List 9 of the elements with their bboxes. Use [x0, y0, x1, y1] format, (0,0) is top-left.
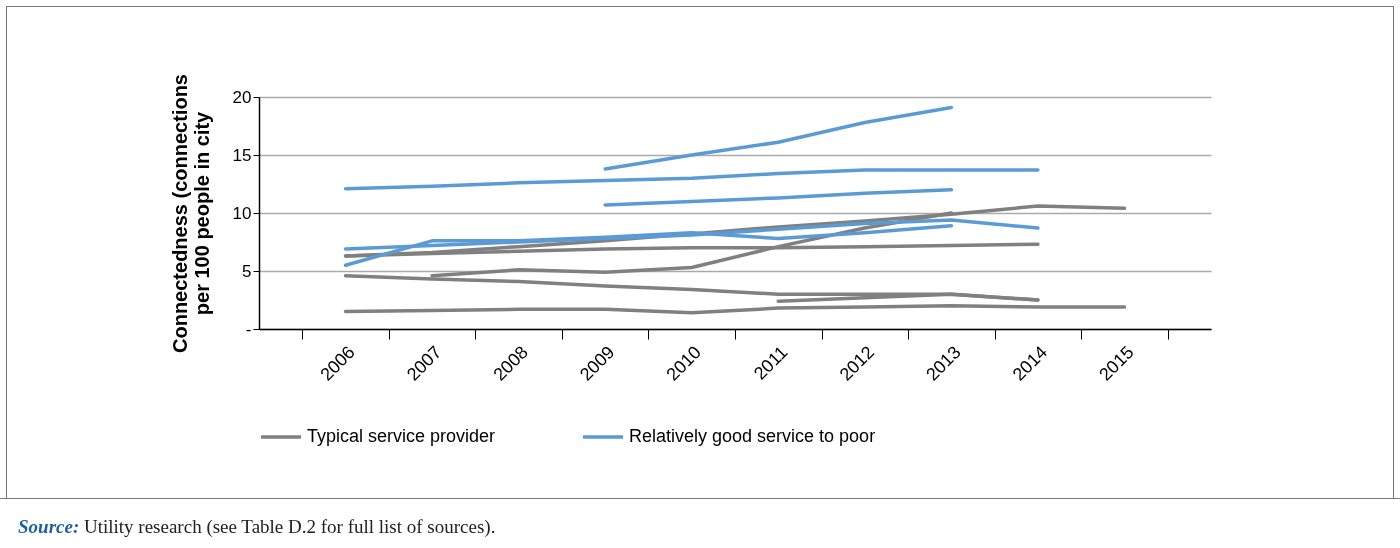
legend-label: Relatively good service to poor — [629, 426, 876, 446]
legend-label: Typical service provider — [307, 426, 496, 446]
y-axis-title: Connectedness (connections per 100 people in city — [168, 74, 213, 353]
y-tick-label: 5 — [242, 261, 252, 281]
y-tick-label: 15 — [232, 145, 252, 165]
y-tick-label: 20 — [232, 87, 252, 107]
y-tick-label: 10 — [232, 203, 252, 223]
source-note: Source: Utility research (see Table D.2 for full list of sources). — [18, 516, 496, 538]
y-tick-label: - — [245, 319, 252, 339]
